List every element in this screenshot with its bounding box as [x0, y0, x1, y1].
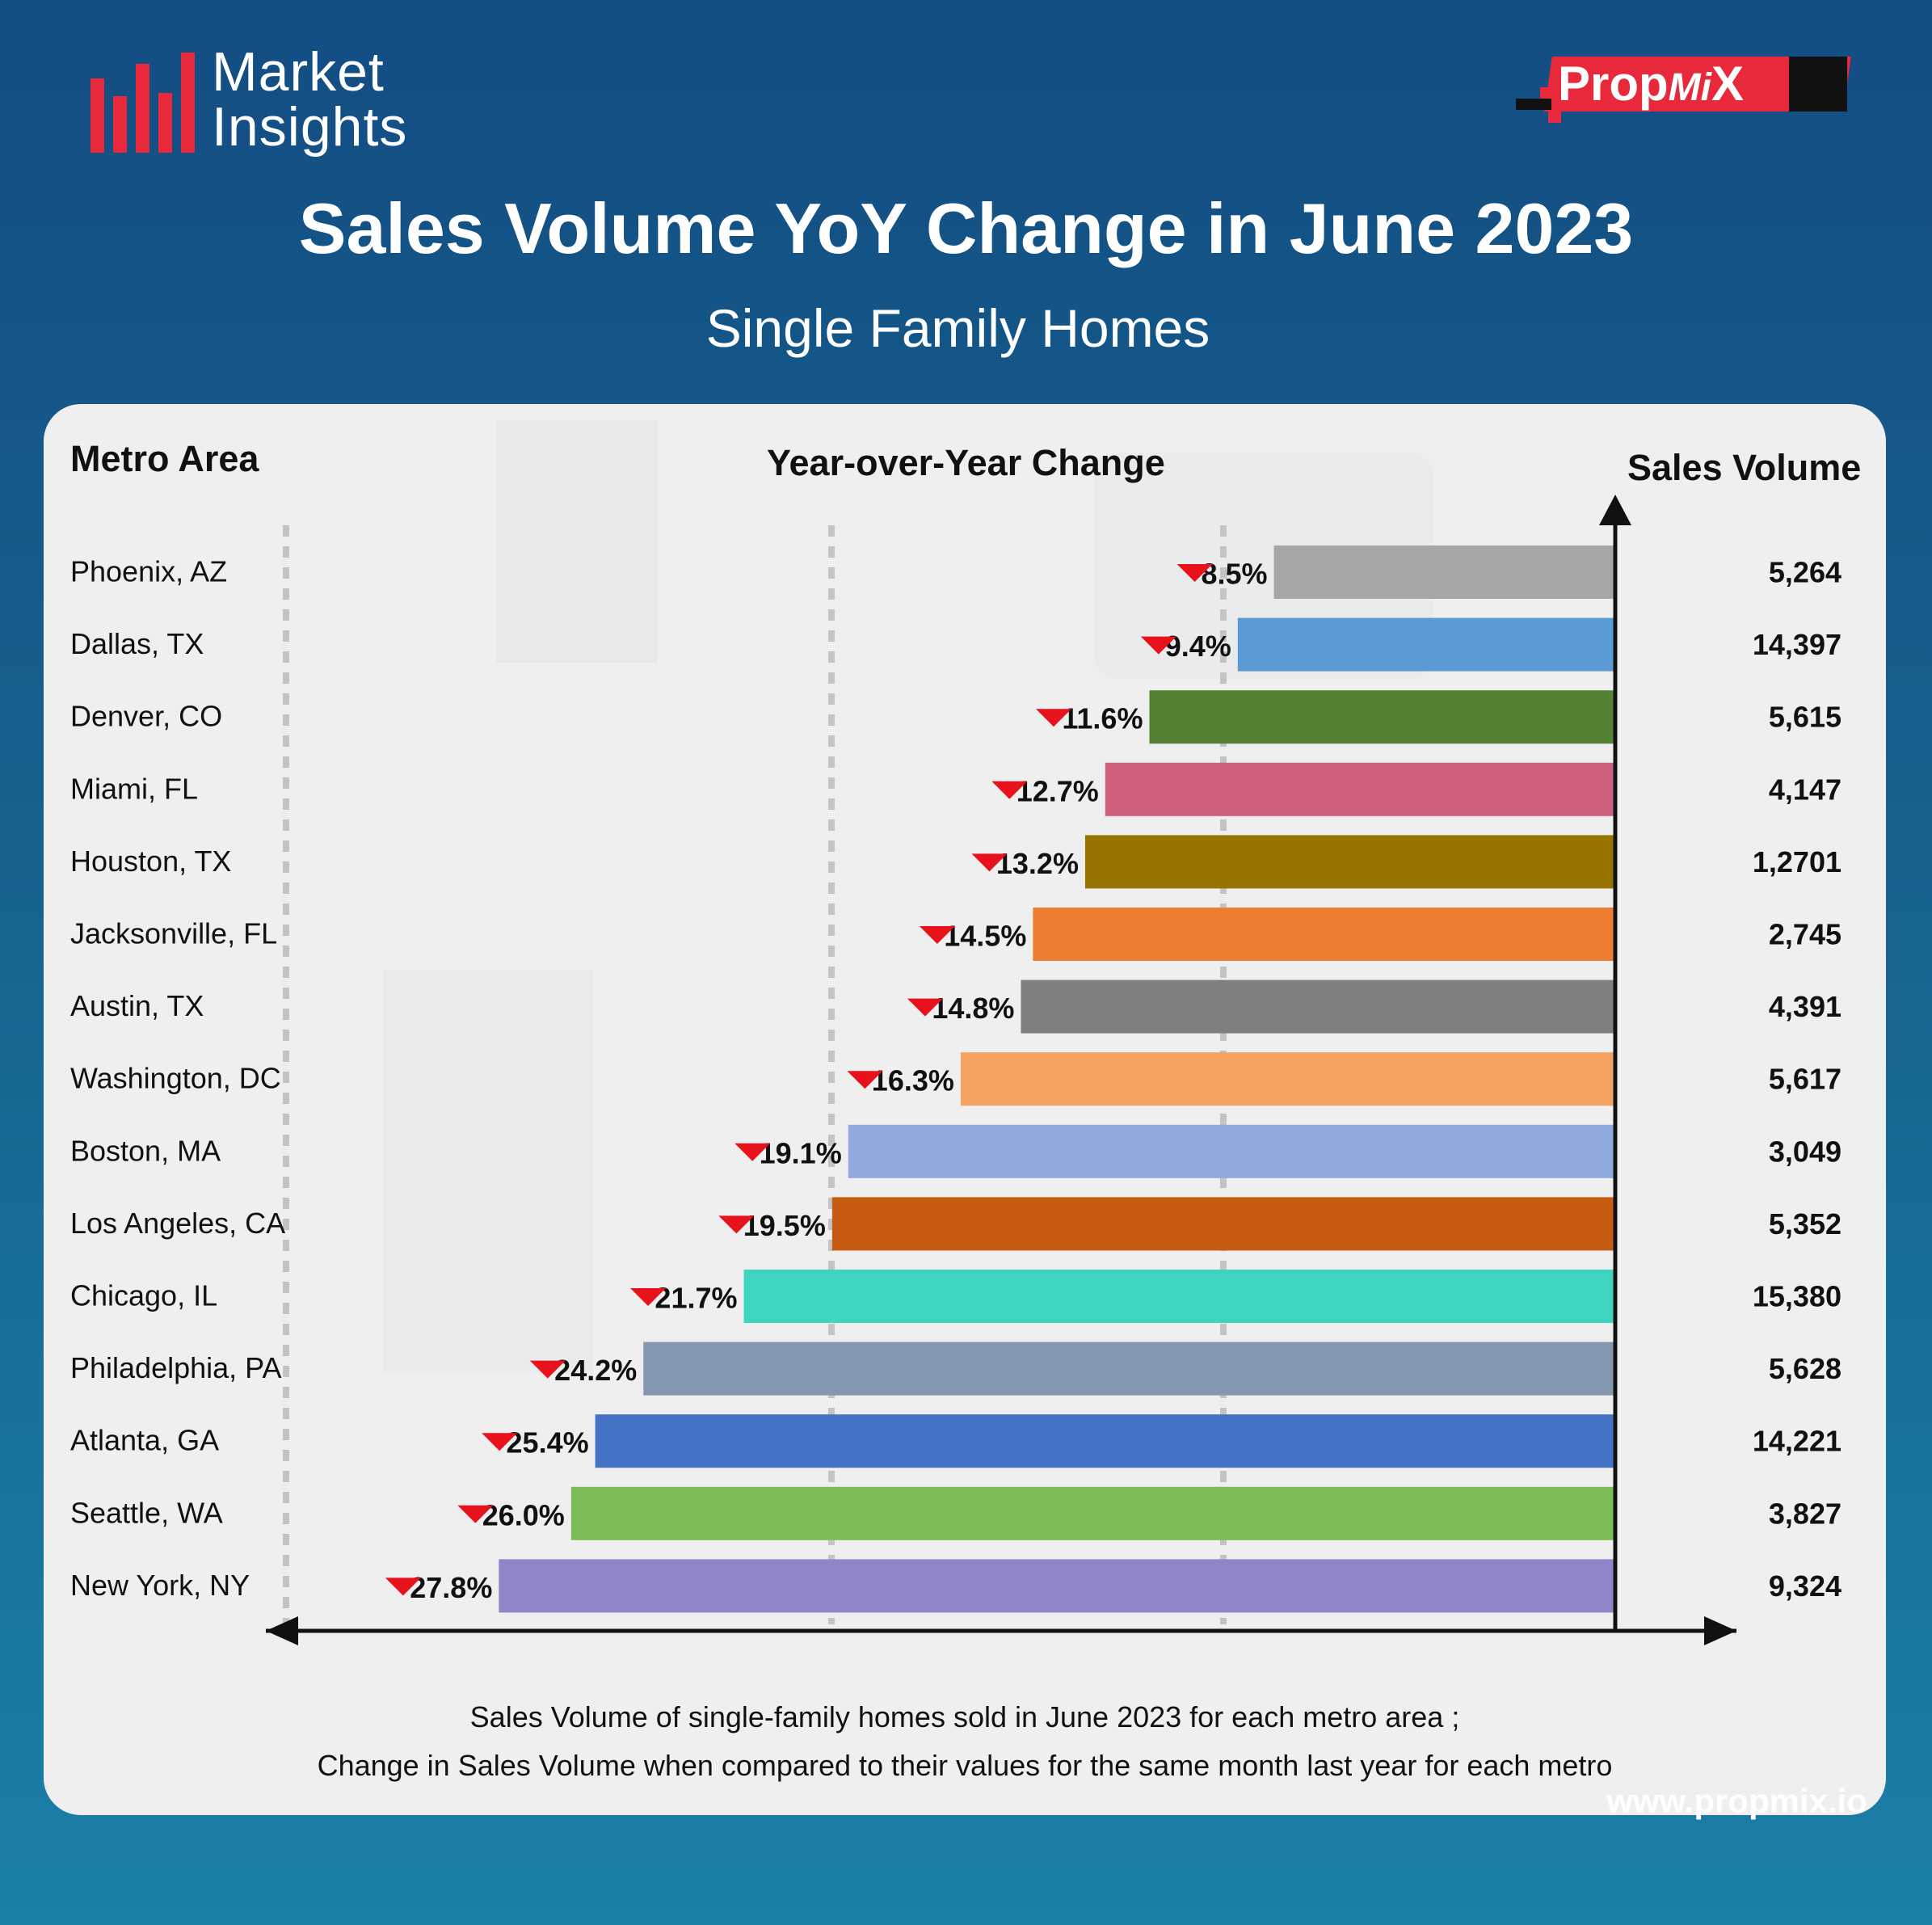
- header-yoy-change: Year-over-Year Change: [767, 442, 1165, 483]
- chart-card: Metro Area Year-over-Year Change Sales V…: [44, 404, 1886, 1815]
- metro-label-5: Jacksonville, FL: [70, 917, 277, 950]
- pct-label-2: 11.6%: [1062, 702, 1143, 735]
- website-url: www.propmix.io: [1606, 1782, 1867, 1820]
- sales-volume-13: 3,827: [1769, 1497, 1842, 1530]
- page-title: Sales Volume YoY Change in June 2023: [298, 188, 1634, 268]
- metro-label-3: Miami, FL: [70, 772, 198, 805]
- pct-label-10: 21.7%: [655, 1282, 737, 1315]
- brand-line-2: Insights: [212, 96, 408, 158]
- down-arrow-icon-13: [457, 1505, 494, 1523]
- metro-label-7: Washington, DC: [70, 1062, 281, 1095]
- footnote-line-1: Sales Volume of single-family homes sold…: [469, 1700, 1460, 1733]
- sales-volume-4: 1,2701: [1753, 845, 1842, 878]
- metro-label-11: Philadelphia, PA: [70, 1351, 282, 1384]
- sales-volume-14: 9,324: [1769, 1569, 1842, 1603]
- bar-0: [1273, 545, 1615, 599]
- metro-label-9: Los Angeles, CA: [70, 1207, 285, 1240]
- yoy-bar-chart: Phoenix, AZ 8.5% 5,264 Dallas, TX 9.4% 14,397…: [70, 495, 1842, 1645]
- metro-label-6: Austin, TX: [70, 989, 204, 1022]
- down-arrow-icon-3: [991, 781, 1028, 799]
- brand-line-1: Market: [212, 41, 385, 103]
- pct-label-5: 14.5%: [944, 920, 1026, 953]
- down-arrow-icon-7: [847, 1071, 883, 1089]
- pct-label-1: 9.4%: [1165, 630, 1231, 663]
- bar-11: [643, 1342, 1615, 1396]
- down-arrow-icon-2: [1035, 709, 1071, 727]
- pct-label-0: 8.5%: [1201, 558, 1267, 591]
- sales-volume-10: 15,380: [1753, 1280, 1842, 1313]
- x-axis-right-arrowhead: [1704, 1616, 1736, 1645]
- bar-13: [570, 1486, 1615, 1540]
- down-arrow-icon-8: [734, 1143, 771, 1161]
- bar-4: [1084, 835, 1615, 889]
- down-arrow-icon-10: [630, 1288, 667, 1306]
- x-axis-left-arrowhead: [266, 1616, 298, 1645]
- header-sales-volume: Sales Volume: [1627, 447, 1862, 488]
- sales-volume-12: 14,221: [1753, 1425, 1842, 1458]
- propmix-logo: PropMiX: [1516, 57, 1851, 123]
- pct-label-11: 24.2%: [554, 1354, 637, 1387]
- down-arrow-icon-9: [718, 1215, 755, 1234]
- metro-label-8: Boston, MA: [70, 1134, 221, 1167]
- down-arrow-icon-0: [1176, 564, 1213, 582]
- bar-10: [743, 1270, 1615, 1323]
- sales-volume-9: 5,352: [1769, 1207, 1842, 1241]
- bar-5: [1033, 908, 1615, 961]
- bar-9: [831, 1197, 1615, 1251]
- down-arrow-icon-11: [529, 1360, 566, 1379]
- bar-14: [499, 1559, 1615, 1613]
- down-arrow-icon-5: [919, 926, 955, 944]
- pct-label-4: 13.2%: [996, 847, 1079, 880]
- down-arrow-icon-4: [971, 853, 1008, 872]
- bar-12: [595, 1414, 1615, 1468]
- metro-label-2: Denver, CO: [70, 700, 222, 733]
- bar-2: [1149, 690, 1615, 744]
- page-subtitle: Single Family Homes: [705, 298, 1210, 358]
- metro-label-13: Seattle, WA: [70, 1496, 223, 1529]
- metro-label-0: Phoenix, AZ: [70, 555, 227, 588]
- pct-label-8: 19.1%: [760, 1136, 842, 1169]
- y-axis-arrowhead: [1599, 495, 1631, 525]
- pct-label-12: 25.4%: [507, 1426, 589, 1460]
- down-arrow-icon-6: [907, 998, 943, 1017]
- metro-label-14: New York, NY: [70, 1569, 250, 1602]
- bar-7: [960, 1052, 1615, 1106]
- sales-volume-3: 4,147: [1769, 773, 1842, 806]
- bar-8: [848, 1124, 1615, 1178]
- down-arrow-icon-12: [482, 1433, 518, 1451]
- footnote-line-2: Change in Sales Volume when compared to …: [317, 1749, 1613, 1782]
- header-metro-area: Metro Area: [70, 438, 259, 479]
- sales-volume-1: 14,397: [1753, 628, 1842, 661]
- bar-chart-icon: [90, 49, 196, 153]
- metro-label-1: Dallas, TX: [70, 627, 204, 660]
- logo-text-mi: Mi: [1668, 66, 1711, 109]
- bar-6: [1021, 979, 1615, 1034]
- pct-label-9: 19.5%: [743, 1209, 826, 1242]
- logo-text-x: X: [1711, 57, 1745, 111]
- sales-volume-0: 5,264: [1769, 556, 1842, 589]
- metro-label-4: Houston, TX: [70, 845, 231, 878]
- pct-label-6: 14.8%: [932, 992, 1014, 1025]
- sales-volume-7: 5,617: [1769, 1063, 1842, 1096]
- down-arrow-icon-1: [1140, 636, 1176, 655]
- sales-volume-2: 5,615: [1769, 701, 1842, 734]
- sales-volume-6: 4,391: [1769, 990, 1842, 1023]
- bar-3: [1105, 762, 1615, 816]
- logo-text-prop: Prop: [1558, 57, 1669, 111]
- bar-1: [1237, 617, 1615, 672]
- pct-label-3: 12.7%: [1017, 774, 1099, 807]
- sales-volume-8: 3,049: [1769, 1135, 1842, 1168]
- pct-label-7: 16.3%: [872, 1064, 954, 1097]
- pct-label-13: 26.0%: [482, 1498, 565, 1531]
- metro-label-12: Atlanta, GA: [70, 1424, 219, 1457]
- down-arrow-icon-14: [385, 1577, 421, 1596]
- metro-label-10: Chicago, IL: [70, 1279, 217, 1312]
- sales-volume-11: 5,628: [1769, 1352, 1842, 1385]
- pct-label-14: 27.8%: [410, 1571, 492, 1604]
- sales-volume-5: 2,745: [1769, 918, 1842, 951]
